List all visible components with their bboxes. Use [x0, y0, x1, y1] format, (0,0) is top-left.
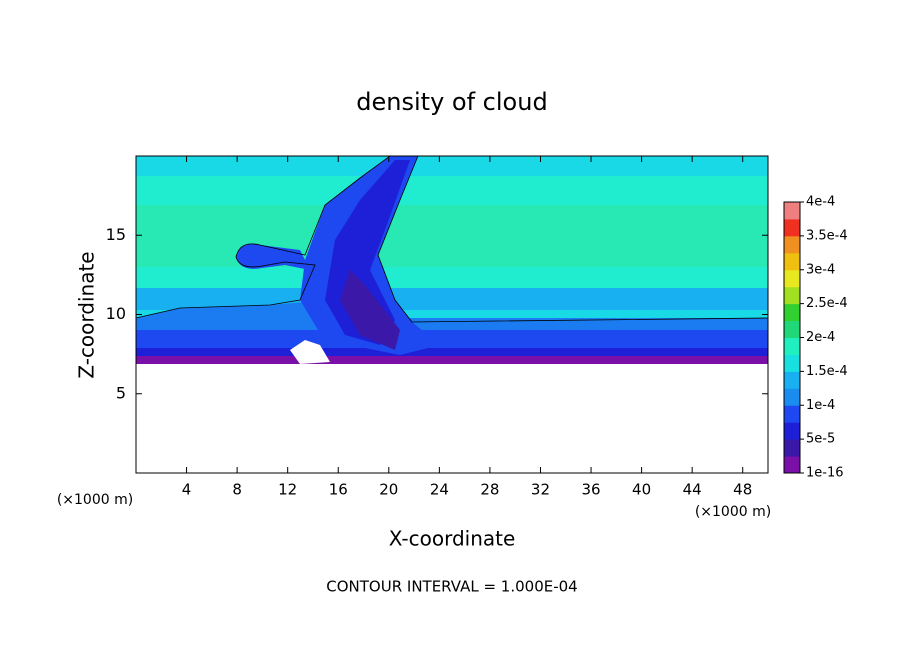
annotation: CONTOUR INTERVAL = 1.000E-04: [326, 578, 577, 596]
x-tick-label: 40: [632, 481, 651, 499]
x-tick-label: 20: [379, 481, 398, 499]
colorbar-swatch: [784, 218, 800, 237]
colorbar-swatch: [784, 320, 800, 338]
colorbar-swatch: [784, 422, 800, 440]
x-tick-label: 36: [581, 481, 600, 499]
x-tick-label: 12: [278, 481, 297, 499]
x-tick-label: 24: [430, 481, 449, 499]
y-tick-label: 5: [116, 383, 126, 402]
colorbar-swatch: [784, 405, 800, 423]
colorbar-tick-label: 4e-4: [806, 195, 835, 210]
x-tick-label: 32: [531, 481, 550, 499]
colorbar-tick-label: 3.5e-4: [806, 228, 848, 243]
x-tick-label: 16: [329, 481, 348, 499]
colorbar-tick-label: 1e-4: [806, 398, 835, 413]
colorbar-swatch: [784, 371, 800, 389]
y-axis-label: Z-coordinate: [75, 251, 99, 378]
colorbar-tick-label: 5e-5: [806, 432, 835, 447]
colorbar-swatch: [784, 202, 800, 220]
x-tick-label: 48: [733, 481, 752, 499]
colorbar-swatch: [784, 269, 800, 288]
colorbar-swatch: [784, 388, 800, 406]
x-tick-label: 28: [480, 481, 499, 499]
x-axis-label: X-coordinate: [389, 527, 516, 551]
x-tick-label: 44: [683, 481, 702, 499]
chart-title: density of cloud: [356, 88, 547, 116]
x-unit-label: (×1000 m): [695, 504, 771, 520]
colorbar-tick-label: 3e-4: [806, 262, 835, 277]
x-unit-label: (×1000 m): [57, 492, 133, 508]
colorbar-swatch: [784, 439, 800, 457]
colorbar-swatch: [784, 286, 800, 305]
colorbar-swatch: [784, 252, 800, 271]
colorbar-swatch: [784, 354, 800, 372]
colorbar-swatch: [784, 456, 800, 474]
y-tick-label: 10: [106, 304, 126, 323]
x-tick-label: 8: [232, 481, 242, 499]
contour-field: [135, 155, 769, 473]
x-tick-label: 4: [182, 481, 192, 499]
colorbar-swatch: [784, 303, 800, 322]
colorbar-tick-label: 1.5e-4: [806, 364, 848, 379]
colorbar-swatch: [784, 337, 800, 355]
colorbar-tick-label: 1e-16: [806, 466, 844, 481]
y-tick-label: 15: [106, 225, 126, 244]
colorbar-tick-label: 2e-4: [806, 330, 835, 345]
colorbar-tick-label: 2.5e-4: [806, 296, 848, 311]
colorbar-swatch: [784, 235, 800, 254]
